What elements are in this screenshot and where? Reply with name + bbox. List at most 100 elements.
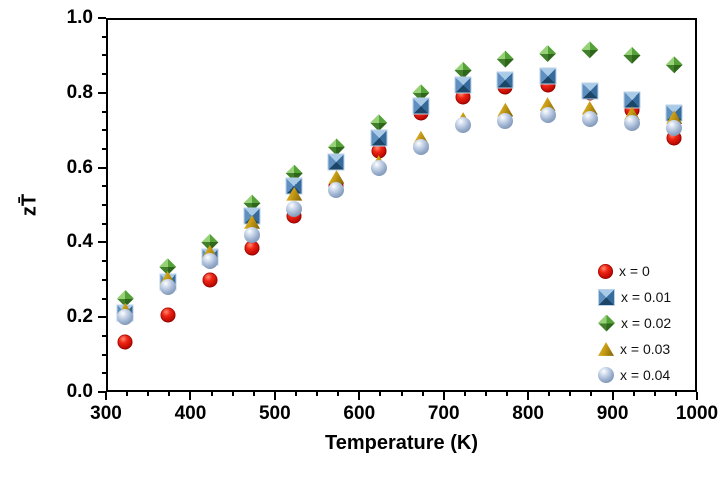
x-axis-tick-label: 700 xyxy=(427,403,460,424)
data-point-diamond xyxy=(623,46,641,64)
data-point-circle xyxy=(160,307,176,323)
data-point-ball xyxy=(370,159,387,176)
data-point-ball xyxy=(244,226,261,243)
x-axis-minor-tick xyxy=(506,392,509,396)
x-axis-minor-tick xyxy=(379,392,382,396)
data-point-diamond xyxy=(116,290,134,307)
legend-label: x = 0.02 xyxy=(621,315,672,331)
data-point-ball xyxy=(455,116,472,133)
data-point-ball xyxy=(201,253,218,270)
x-axis-tick-label: 600 xyxy=(343,403,376,424)
y-axis-tick-label: 1.0 xyxy=(66,7,93,28)
x-axis-major-tick xyxy=(273,392,276,400)
legend-label: x = 0 xyxy=(619,263,650,279)
data-point-circle xyxy=(117,334,133,349)
data-point-diamond xyxy=(412,84,430,102)
data-point-ball xyxy=(581,110,598,127)
y-axis-major-tick xyxy=(98,91,106,94)
data-point-diamond xyxy=(201,233,219,251)
x-axis-label: Temperature (K) xyxy=(325,432,478,454)
x-axis-minor-tick xyxy=(674,392,677,396)
data-point-diamond xyxy=(454,61,472,79)
x-axis-major-tick xyxy=(442,392,445,400)
legend-marker-triangle xyxy=(598,342,614,356)
y-axis-major-tick xyxy=(98,241,106,244)
data-point-diamond xyxy=(327,138,345,156)
data-point-square xyxy=(581,82,599,100)
y-axis-minor-tick xyxy=(102,260,106,263)
data-point-ball xyxy=(117,309,134,326)
y-axis-minor-tick xyxy=(102,222,106,225)
x-axis-minor-tick xyxy=(632,392,635,396)
y-axis-tick-label: 0.0 xyxy=(66,381,93,402)
y-axis-major-tick xyxy=(98,316,106,319)
y-axis-minor-tick xyxy=(102,35,106,38)
x-axis-minor-tick xyxy=(210,392,213,396)
data-point-ball xyxy=(539,107,556,124)
data-point-ball xyxy=(412,139,429,156)
legend-marker-square xyxy=(598,288,615,306)
data-point-ball xyxy=(497,112,514,129)
x-axis-minor-tick xyxy=(400,392,403,396)
y-axis-minor-tick xyxy=(102,73,106,76)
data-point-circle xyxy=(244,240,260,256)
data-point-diamond xyxy=(496,50,514,68)
y-axis-minor-tick xyxy=(102,110,106,113)
data-point-square xyxy=(496,71,514,89)
y-axis-major-tick xyxy=(98,391,106,393)
y-axis-tick-label: 0.6 xyxy=(66,156,93,178)
x-axis-minor-tick xyxy=(463,392,466,396)
y-axis-tick-label: 0.2 xyxy=(66,306,93,328)
x-axis-tick-label: 1000 xyxy=(675,403,719,424)
y-axis-tick-label: 0.8 xyxy=(66,81,93,103)
y-axis-minor-tick xyxy=(102,278,106,281)
y-axis-major-tick xyxy=(98,17,106,19)
x-axis-minor-tick xyxy=(653,392,656,396)
y-axis-major-tick xyxy=(98,166,106,169)
x-axis-tick-label: 300 xyxy=(90,403,122,424)
x-axis-minor-tick xyxy=(126,392,129,396)
x-axis-tick-label: 900 xyxy=(596,403,629,424)
data-point-ball xyxy=(623,114,640,131)
data-point-ball xyxy=(159,279,176,296)
x-axis-minor-tick xyxy=(316,392,319,396)
y-axis-minor-tick xyxy=(102,353,106,356)
x-axis-minor-tick xyxy=(548,392,551,396)
y-axis-minor-tick xyxy=(102,147,106,150)
x-axis-minor-tick xyxy=(147,392,150,396)
data-point-diamond xyxy=(285,164,303,182)
x-axis-tick-label: 400 xyxy=(174,403,207,424)
y-axis-minor-tick xyxy=(102,129,106,132)
legend-marker-circle xyxy=(598,263,613,279)
data-point-diamond xyxy=(665,56,683,74)
y-axis-minor-tick xyxy=(102,372,106,375)
data-point-diamond xyxy=(539,45,557,63)
legend-item: x = 0.01 xyxy=(598,284,671,310)
data-point-circle xyxy=(371,143,387,159)
y-axis-minor-tick xyxy=(102,297,106,300)
y-axis-tick-label: 0.4 xyxy=(66,231,93,253)
data-point-diamond xyxy=(370,114,388,132)
legend-label: x = 0.03 xyxy=(620,341,671,357)
x-axis-minor-tick xyxy=(337,392,340,396)
x-axis-minor-tick xyxy=(484,392,487,396)
x-axis-major-tick xyxy=(527,392,530,400)
legend-label: x = 0.04 xyxy=(620,367,671,383)
y-axis-minor-tick xyxy=(102,54,106,57)
data-point-diamond xyxy=(159,258,177,276)
data-point-ball xyxy=(286,200,303,217)
data-point-square xyxy=(370,129,388,147)
data-point-ball xyxy=(666,120,683,137)
x-axis-minor-tick xyxy=(252,392,255,396)
plot-area: x = 0 x = 0.01 x = 0.02 x = 0.03 x = 0.04 30… xyxy=(67,7,719,424)
data-point-square xyxy=(327,153,345,171)
legend-marker-diamond xyxy=(598,314,615,332)
data-point-diamond xyxy=(243,194,261,212)
x-axis-minor-tick xyxy=(421,392,424,396)
legend-item: x = 0 xyxy=(598,258,671,284)
y-axis-minor-tick xyxy=(102,185,106,188)
chart-legend: x = 0 x = 0.01 x = 0.02 x = 0.03 x = 0.04 xyxy=(598,258,671,388)
legend-item: x = 0.03 xyxy=(598,336,671,362)
x-axis-minor-tick xyxy=(590,392,593,396)
